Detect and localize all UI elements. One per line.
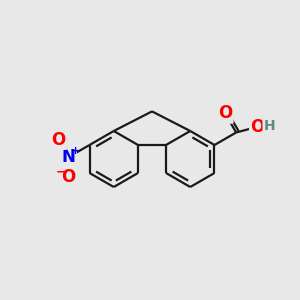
- Text: O: O: [218, 104, 232, 122]
- Text: O: O: [61, 168, 76, 186]
- Text: −: −: [56, 166, 66, 178]
- Text: +: +: [71, 146, 80, 156]
- Text: H: H: [264, 119, 275, 133]
- Text: O: O: [250, 118, 265, 136]
- Text: O: O: [52, 131, 66, 149]
- Text: N: N: [62, 148, 76, 166]
